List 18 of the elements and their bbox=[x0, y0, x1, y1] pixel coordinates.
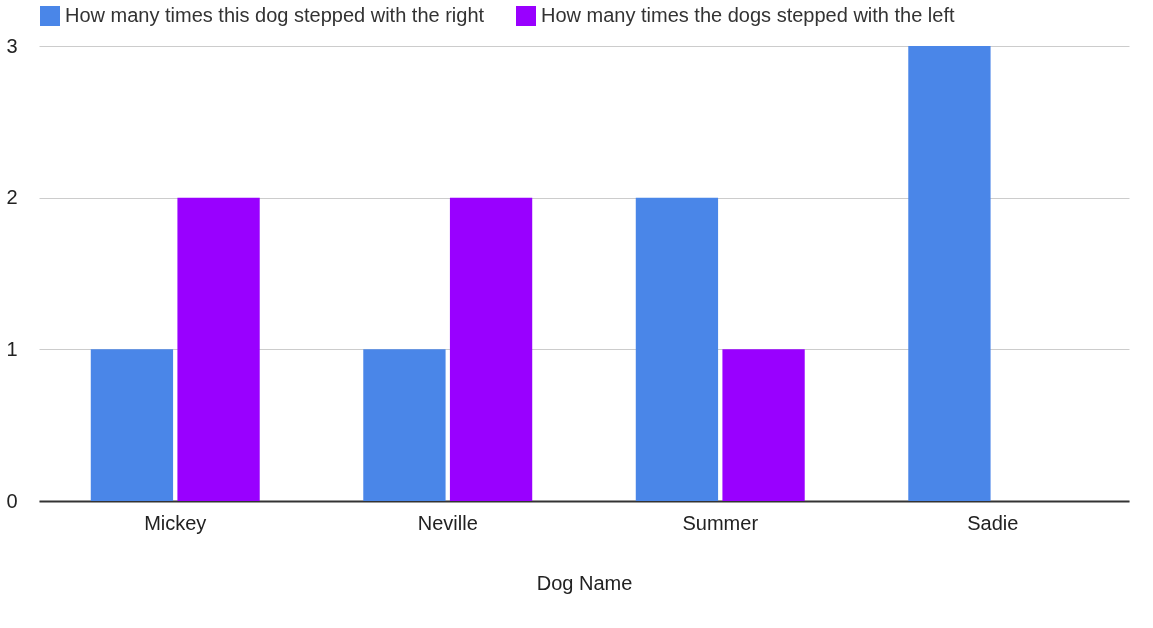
legend-label: How many times this dog stepped with the right bbox=[65, 4, 485, 26]
x-tick-label: Mickey bbox=[144, 511, 207, 534]
x-tick-label: Summer bbox=[682, 511, 759, 534]
x-tick-label: Neville bbox=[417, 511, 478, 534]
bar bbox=[722, 349, 805, 501]
legend-label: How many times the dogs stepped with the left bbox=[541, 4, 955, 26]
bar bbox=[363, 349, 446, 501]
x-tick-label: Sadie bbox=[967, 511, 1019, 534]
y-tick-label: 2 bbox=[6, 186, 18, 209]
bar bbox=[908, 46, 991, 501]
bar bbox=[177, 197, 260, 501]
y-tick-label: 0 bbox=[6, 489, 18, 512]
bar bbox=[635, 197, 719, 501]
bar bbox=[90, 349, 174, 501]
y-tick-label: 1 bbox=[6, 337, 18, 360]
x-axis-title: Dog Name bbox=[536, 571, 633, 594]
bar bbox=[449, 197, 533, 501]
y-tick-label: 3 bbox=[6, 34, 18, 57]
